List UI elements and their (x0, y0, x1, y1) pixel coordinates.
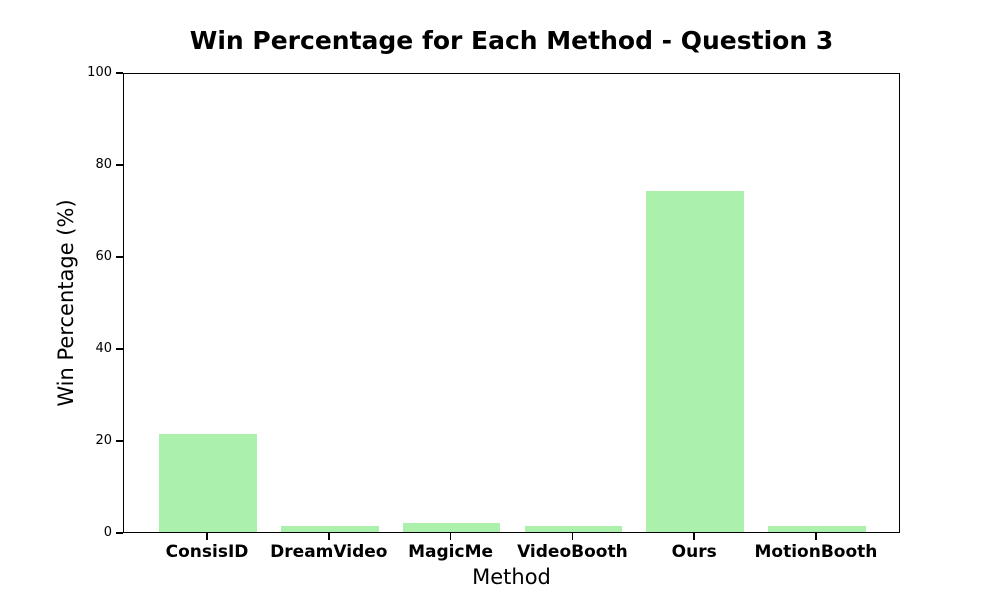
y-tick-mark (116, 72, 123, 74)
plot-area (123, 73, 900, 533)
chart-title: Win Percentage for Each Method - Questio… (189, 26, 834, 55)
x-tick-label-motionbooth: MotionBooth (754, 542, 878, 562)
x-tick-mark (815, 533, 817, 540)
x-axis-label: Method (472, 565, 551, 589)
bar-consisid (159, 434, 257, 532)
x-tick-label-magicme: MagicMe (408, 542, 494, 562)
y-tick-mark (116, 440, 123, 442)
bar-videobooth (524, 525, 623, 532)
x-tick-label-ours: Ours (671, 542, 717, 562)
y-axis-label: Win Percentage (%) (54, 199, 78, 407)
y-tick-label: 100 (87, 65, 112, 80)
y-tick-label: 40 (95, 341, 112, 356)
x-tick-mark (449, 533, 452, 540)
y-tick-label: 20 (95, 433, 112, 448)
bar-motionbooth (768, 526, 866, 532)
x-tick-mark (693, 533, 696, 540)
x-tick-mark (206, 533, 208, 540)
y-tick-mark (116, 164, 123, 166)
x-tick-label-consisid: ConsisID (165, 542, 249, 562)
bar-ours (646, 191, 744, 532)
x-tick-mark (327, 533, 330, 540)
bar-magicme (402, 522, 501, 532)
y-tick-mark (116, 256, 123, 258)
y-tick-mark (116, 532, 123, 534)
y-tick-label: 60 (95, 249, 112, 264)
y-tick-label: 0 (103, 525, 112, 540)
bar-dreamvideo (281, 526, 379, 532)
x-tick-label-videobooth: VideoBooth (517, 542, 628, 562)
y-tick-mark (116, 348, 123, 350)
y-tick-label: 80 (95, 157, 112, 172)
x-tick-label-dreamvideo: DreamVideo (270, 542, 388, 562)
x-tick-mark (571, 533, 574, 540)
